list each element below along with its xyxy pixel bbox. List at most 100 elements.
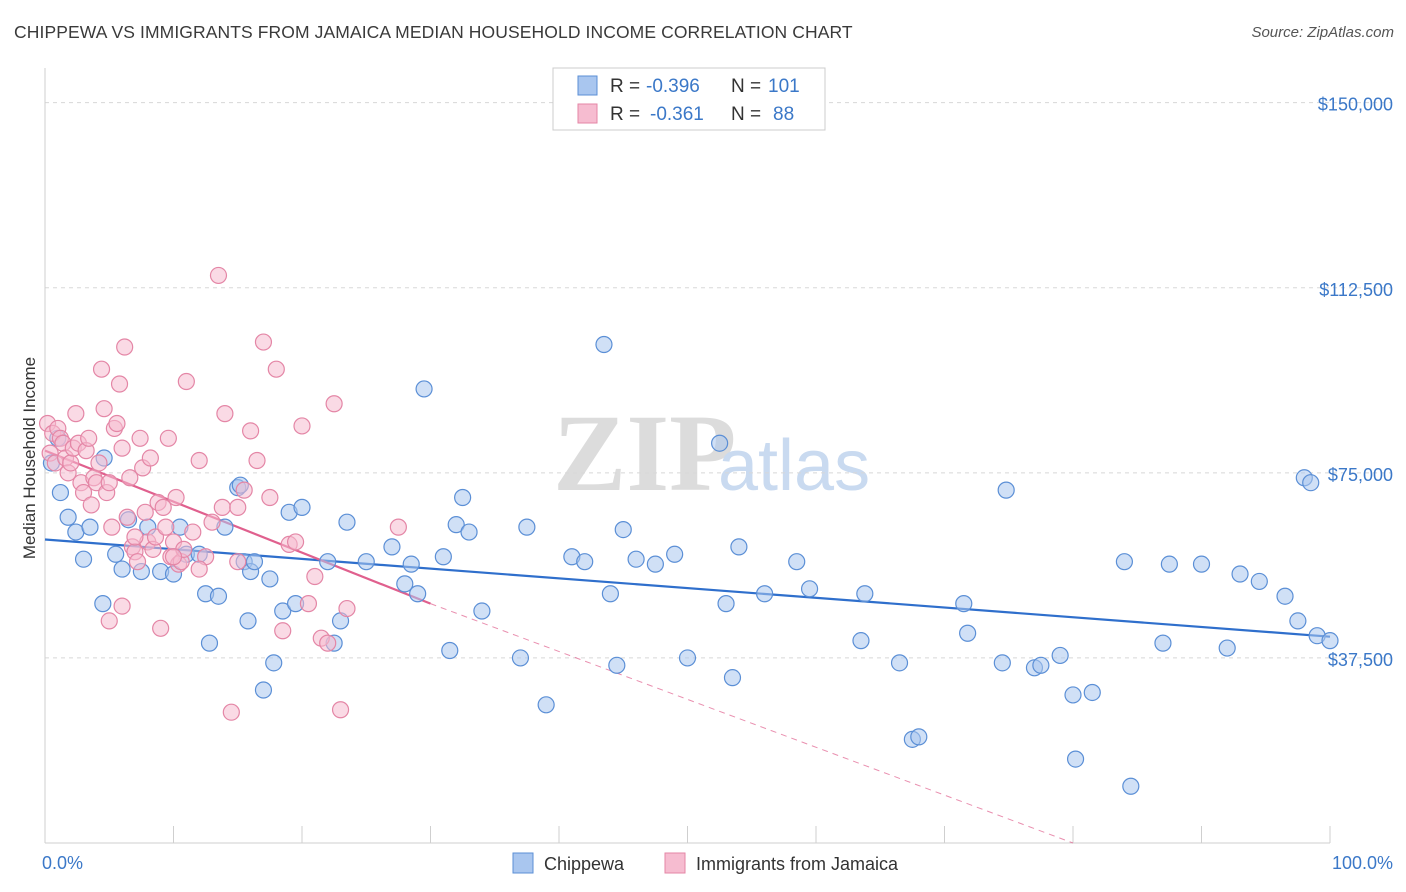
point-jamaica-62 — [222, 703, 240, 721]
point-jamaica-58 — [203, 513, 221, 531]
point-chippewa-49 — [518, 518, 536, 536]
point-jamaica-80 — [338, 599, 356, 618]
point-chippewa-48 — [473, 602, 491, 620]
point-chippewa-88 — [1218, 639, 1236, 657]
point-jamaica-55 — [184, 523, 202, 541]
point-chippewa-54 — [601, 585, 620, 603]
point-jamaica-28 — [110, 375, 129, 393]
stats-swatch-chippewa — [577, 75, 598, 96]
point-jamaica-25 — [103, 518, 121, 536]
point-jamaica-38 — [136, 503, 154, 521]
stats-n-label-jamaica: N = — [731, 104, 761, 125]
y-tick-label-0: $150,000 — [1318, 95, 1393, 115]
watermark-zip: ZIP — [553, 392, 736, 514]
point-jamaica-73 — [293, 417, 311, 435]
point-jamaica-31 — [118, 508, 136, 526]
point-chippewa-45 — [447, 516, 465, 534]
point-chippewa-66 — [788, 553, 806, 571]
point-chippewa-89 — [1231, 565, 1249, 583]
point-jamaica-64 — [235, 481, 253, 499]
point-chippewa-37 — [338, 513, 356, 531]
point-jamaica-77 — [319, 634, 337, 652]
point-jamaica-35 — [128, 553, 147, 571]
trend-line-jamaica — [44, 449, 431, 605]
point-chippewa-44 — [441, 641, 459, 660]
x-tick-label-max: 100.0% — [1332, 853, 1393, 873]
point-chippewa-70 — [890, 654, 909, 672]
point-chippewa-55 — [608, 656, 626, 674]
point-jamaica-22 — [95, 400, 113, 418]
point-chippewa-47 — [460, 523, 478, 541]
legend-swatch-chippewa — [512, 852, 534, 874]
stats-r-value-chippewa: -0.396 — [646, 76, 700, 97]
point-chippewa-43 — [434, 548, 452, 566]
point-chippewa-94 — [1302, 474, 1320, 492]
source-credit: Source: ZipAtlas.com — [1251, 24, 1394, 41]
point-jamaica-59 — [209, 266, 228, 285]
point-jamaica-60 — [213, 498, 231, 516]
point-chippewa-86 — [1160, 555, 1178, 573]
point-jamaica-9 — [62, 454, 80, 472]
point-chippewa-34 — [319, 553, 337, 571]
point-jamaica-82 — [100, 612, 118, 630]
point-chippewa-80 — [1064, 686, 1082, 704]
point-chippewa-41 — [409, 585, 427, 603]
point-jamaica-87 — [229, 498, 247, 516]
point-chippewa-26 — [245, 553, 264, 571]
point-jamaica-79 — [331, 701, 350, 719]
y-axis-label: Median Household Income — [20, 357, 39, 559]
point-chippewa-58 — [646, 555, 664, 573]
point-chippewa-76 — [997, 481, 1015, 499]
zipatlas-watermark: ZIP atlas — [553, 392, 870, 514]
point-jamaica-83 — [113, 597, 131, 615]
point-chippewa-40 — [402, 555, 420, 573]
point-jamaica-85 — [164, 548, 183, 566]
y-tick-label-3: $37,500 — [1328, 650, 1393, 670]
x-tick-labels: 0.0% 100.0% — [42, 853, 1393, 873]
point-jamaica-32 — [121, 469, 139, 487]
point-chippewa-69 — [856, 585, 874, 603]
point-jamaica-78 — [325, 395, 343, 413]
stats-r-label-chippewa: R = — [610, 76, 640, 97]
point-chippewa-19 — [209, 587, 228, 605]
point-jamaica-45 — [154, 498, 172, 516]
point-chippewa-30 — [274, 602, 292, 620]
point-jamaica-11 — [67, 405, 85, 423]
point-chippewa-68 — [852, 632, 870, 650]
point-chippewa-98 — [113, 560, 131, 578]
point-jamaica-63 — [229, 553, 247, 571]
point-chippewa-63 — [723, 669, 742, 687]
point-chippewa-29 — [265, 654, 283, 672]
point-jamaica-66 — [248, 451, 266, 470]
point-jamaica-81 — [389, 518, 407, 536]
point-chippewa-4 — [74, 550, 93, 568]
stats-n-value-chippewa: 101 — [768, 76, 800, 97]
legend-swatch-jamaica — [664, 852, 686, 874]
trend-extension-jamaica — [430, 603, 1074, 844]
point-jamaica-75 — [306, 567, 324, 586]
legend-label-chippewa: Chippewa — [544, 854, 625, 874]
point-chippewa-28 — [261, 570, 279, 588]
y-tick-label-1: $112,500 — [1319, 280, 1393, 300]
watermark-atlas: atlas — [718, 426, 870, 506]
point-jamaica-36 — [131, 429, 149, 447]
point-chippewa-50 — [537, 696, 555, 714]
point-chippewa-84 — [1122, 777, 1140, 795]
point-chippewa-39 — [396, 575, 414, 593]
point-chippewa-81 — [1066, 750, 1085, 768]
stats-r-value-jamaica: -0.361 — [650, 104, 704, 125]
point-jamaica-30 — [116, 338, 134, 356]
y-tick-labels: $150,000 $112,500 $75,000 $37,500 — [1318, 95, 1393, 670]
point-jamaica-24 — [100, 474, 118, 492]
point-jamaica-61 — [216, 405, 234, 423]
point-chippewa-46 — [454, 488, 472, 507]
point-chippewa-96 — [1321, 632, 1339, 650]
point-jamaica-40 — [141, 449, 159, 467]
stats-legend: R = -0.396 N = 101 R = -0.361 N = 88 — [552, 67, 826, 131]
point-chippewa-64 — [730, 538, 748, 556]
point-chippewa-75 — [993, 654, 1011, 672]
point-chippewa-6 — [94, 595, 112, 613]
point-chippewa-24 — [239, 612, 257, 630]
point-jamaica-44 — [152, 619, 170, 637]
point-jamaica-68 — [261, 488, 279, 507]
